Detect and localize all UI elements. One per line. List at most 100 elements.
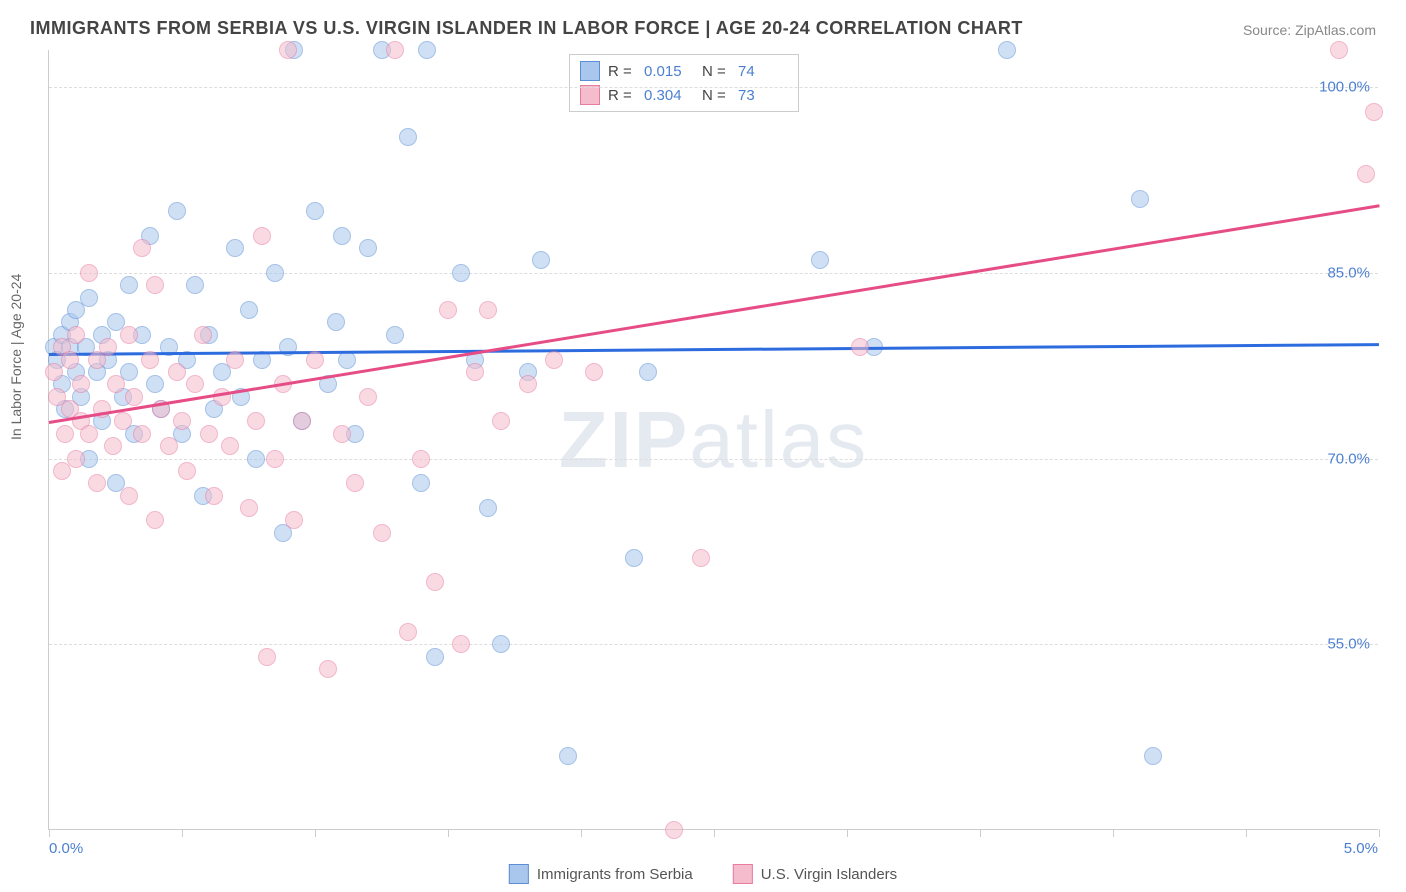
data-point <box>811 251 829 269</box>
data-point <box>178 462 196 480</box>
data-point <box>1357 165 1375 183</box>
legend-row: R =0.015N =74 <box>580 59 788 83</box>
data-point <box>399 128 417 146</box>
x-tick <box>1246 829 1247 837</box>
data-point <box>559 747 577 765</box>
x-tick <box>1113 829 1114 837</box>
x-tick-label: 0.0% <box>49 840 83 857</box>
data-point <box>186 276 204 294</box>
data-point <box>1144 747 1162 765</box>
series-name: Immigrants from Serbia <box>537 866 693 883</box>
data-point <box>346 474 364 492</box>
data-point <box>240 499 258 517</box>
data-point <box>133 239 151 257</box>
gridline <box>49 644 1378 645</box>
legend-item: U.S. Virgin Islanders <box>733 864 897 884</box>
data-point <box>72 375 90 393</box>
r-label: R = <box>608 87 636 104</box>
data-point <box>585 363 603 381</box>
data-point <box>80 425 98 443</box>
data-point <box>492 412 510 430</box>
series-legend: Immigrants from Serbia U.S. Virgin Island… <box>509 864 897 884</box>
data-point <box>99 338 117 356</box>
x-tick <box>581 829 582 837</box>
data-point <box>88 474 106 492</box>
n-value: 73 <box>738 87 788 104</box>
x-tick <box>315 829 316 837</box>
data-point <box>545 351 563 369</box>
data-point <box>114 412 132 430</box>
data-point <box>160 437 178 455</box>
correlation-legend: R =0.015N =74R =0.304N =73 <box>569 54 799 112</box>
data-point <box>67 326 85 344</box>
data-point <box>439 301 457 319</box>
data-point <box>1330 41 1348 59</box>
data-point <box>266 450 284 468</box>
data-point <box>998 41 1016 59</box>
data-point <box>125 388 143 406</box>
y-tick-label: 55.0% <box>1327 636 1370 653</box>
data-point <box>306 202 324 220</box>
data-point <box>53 462 71 480</box>
y-tick-label: 85.0% <box>1327 264 1370 281</box>
data-point <box>146 511 164 529</box>
data-point <box>492 635 510 653</box>
data-point <box>266 264 284 282</box>
data-point <box>80 289 98 307</box>
series-name: U.S. Virgin Islanders <box>761 866 897 883</box>
plot-area: ZIPatlas R =0.015N =74R =0.304N =73 55.0… <box>48 50 1378 830</box>
data-point <box>851 338 869 356</box>
data-point <box>639 363 657 381</box>
watermark: ZIPatlas <box>559 394 868 486</box>
x-tick-label: 5.0% <box>1344 840 1378 857</box>
data-point <box>253 227 271 245</box>
data-point <box>168 202 186 220</box>
data-point <box>359 388 377 406</box>
data-point <box>168 363 186 381</box>
r-value: 0.304 <box>644 87 694 104</box>
data-point <box>226 239 244 257</box>
data-point <box>120 487 138 505</box>
gridline <box>49 87 1378 88</box>
x-tick <box>1379 829 1380 837</box>
data-point <box>285 511 303 529</box>
data-point <box>146 276 164 294</box>
data-point <box>133 425 151 443</box>
data-point <box>247 412 265 430</box>
data-point <box>386 326 404 344</box>
data-point <box>479 301 497 319</box>
data-point <box>479 499 497 517</box>
data-point <box>359 239 377 257</box>
data-point <box>333 227 351 245</box>
data-point <box>452 264 470 282</box>
data-point <box>466 363 484 381</box>
data-point <box>120 326 138 344</box>
data-point <box>319 660 337 678</box>
data-point <box>426 648 444 666</box>
data-point <box>107 375 125 393</box>
y-axis-label: In Labor Force | Age 20-24 <box>8 274 24 440</box>
data-point <box>205 487 223 505</box>
data-point <box>665 821 683 839</box>
data-point <box>327 313 345 331</box>
data-point <box>519 375 537 393</box>
data-point <box>412 474 430 492</box>
data-point <box>141 351 159 369</box>
data-point <box>258 648 276 666</box>
data-point <box>532 251 550 269</box>
n-value: 74 <box>738 63 788 80</box>
data-point <box>45 363 63 381</box>
x-tick <box>714 829 715 837</box>
legend-item: Immigrants from Serbia <box>509 864 693 884</box>
data-point <box>418 41 436 59</box>
data-point <box>412 450 430 468</box>
data-point <box>373 524 391 542</box>
data-point <box>306 351 324 369</box>
source-attribution: Source: ZipAtlas.com <box>1243 22 1376 38</box>
data-point <box>625 549 643 567</box>
data-point <box>80 264 98 282</box>
chart-container: IMMIGRANTS FROM SERBIA VS U.S. VIRGIN IS… <box>0 0 1406 892</box>
legend-swatch <box>580 61 600 81</box>
data-point <box>61 351 79 369</box>
data-point <box>56 425 74 443</box>
